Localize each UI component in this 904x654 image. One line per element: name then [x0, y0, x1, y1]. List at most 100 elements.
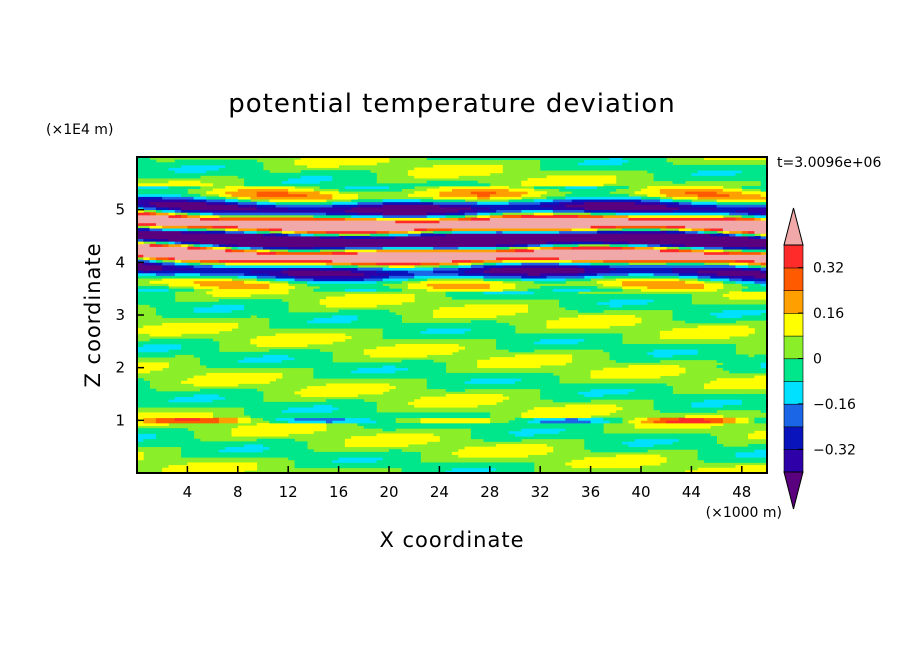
field-cell [168, 207, 182, 211]
field-cell [137, 354, 176, 358]
field-cell [533, 407, 623, 411]
field-cell [729, 291, 767, 295]
field-cell [527, 243, 541, 247]
field-cell [590, 370, 686, 374]
field-cell [697, 449, 755, 453]
field-cell [168, 212, 176, 216]
field-cell [174, 264, 195, 268]
field-cell [137, 343, 144, 347]
field-cell [735, 172, 767, 176]
field-cell [628, 420, 642, 424]
field-cell [622, 157, 667, 161]
field-cell [193, 354, 264, 358]
colorbar-segment [783, 403, 804, 428]
field-cell [540, 420, 591, 424]
colorbar-segment [783, 244, 804, 269]
field-cell [237, 201, 258, 205]
field-cell [357, 315, 402, 319]
field-cell [137, 328, 232, 332]
field-cell [200, 359, 239, 363]
field-cell [634, 422, 724, 426]
field-cell [294, 462, 535, 466]
field-cell [294, 159, 390, 163]
field-cell [439, 262, 459, 266]
field-cell [659, 191, 686, 195]
field-cell [181, 243, 188, 247]
field-cell [672, 243, 686, 247]
field-cell [338, 457, 384, 461]
field-cell [332, 404, 377, 408]
field-cell [609, 420, 623, 424]
colorbar-tick-label: −0.32 [813, 442, 856, 458]
field-cell [294, 391, 384, 395]
field-cell [685, 243, 767, 247]
field-cell [187, 225, 213, 229]
field-cell [137, 230, 182, 234]
field-cell [748, 230, 755, 234]
field-cell [571, 246, 623, 250]
field-cell [395, 365, 447, 369]
field-cell [250, 270, 283, 274]
field-cell [414, 167, 503, 171]
field-cell [477, 196, 491, 200]
field-cell [351, 199, 384, 203]
field-cell [155, 309, 195, 313]
field-cell [250, 246, 264, 250]
field-cell [344, 441, 428, 445]
field-cell [382, 365, 396, 369]
field-cell [647, 193, 667, 197]
field-cell [666, 262, 705, 266]
field-cell [376, 420, 396, 424]
field-cell [187, 462, 258, 466]
field-cell [263, 246, 289, 250]
field-cell [722, 404, 767, 408]
field-cell [149, 304, 213, 308]
field-cell [351, 270, 377, 274]
field-cell [395, 370, 447, 374]
field-cell [212, 264, 333, 268]
field-cell [565, 428, 604, 432]
field-cell [615, 359, 661, 363]
field-cell [458, 209, 478, 213]
field-cell [338, 407, 377, 411]
field-cell [200, 272, 245, 276]
field-cell [294, 417, 346, 421]
field-cell [370, 233, 390, 237]
field-cell [407, 401, 497, 405]
field-cell [162, 470, 245, 473]
field-cell [174, 257, 497, 261]
field-cell [729, 212, 749, 216]
field-cell [155, 241, 169, 245]
field-cell [426, 383, 667, 387]
field-cell [470, 264, 484, 268]
field-cell [168, 349, 220, 353]
field-cell [685, 230, 699, 234]
field-cell [659, 417, 680, 421]
field-cell [414, 175, 459, 179]
field-cell [760, 233, 767, 237]
field-cell [590, 375, 661, 379]
field-cell [137, 236, 321, 240]
field-cell [137, 330, 220, 334]
field-cell [445, 233, 711, 237]
field-cell [370, 417, 396, 421]
field-cell [615, 267, 673, 271]
field-cell [489, 272, 528, 276]
field-cell [546, 320, 642, 324]
field-cell [754, 280, 767, 284]
field-cell [533, 280, 566, 284]
field-cell [641, 196, 661, 200]
field-cell [559, 301, 598, 305]
field-cell [206, 291, 289, 295]
field-cell [300, 157, 390, 161]
field-cell [181, 207, 258, 211]
field-cell [149, 201, 207, 205]
field-cell [218, 299, 283, 303]
field-cell [218, 167, 264, 171]
field-cell [281, 230, 295, 234]
field-cell [489, 286, 516, 290]
field-cell [181, 193, 201, 197]
field-cell [533, 212, 554, 216]
field-cell [741, 283, 762, 287]
field-cell [508, 430, 560, 434]
